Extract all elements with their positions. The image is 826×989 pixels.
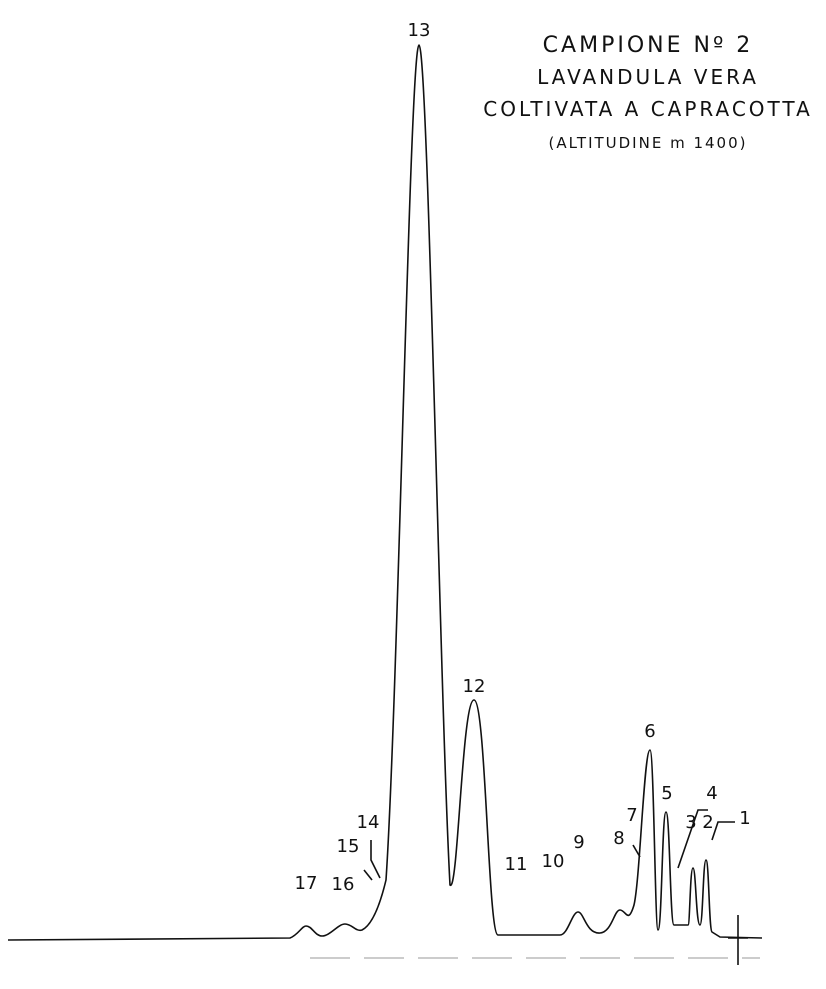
peak-label: 11 [505, 854, 528, 875]
peak-label: 8 [613, 828, 624, 849]
peak-label: 3 [685, 812, 696, 833]
title-line: LAVANDULA VERA [537, 65, 759, 89]
title-line: (ALTITUDINE m 1400) [549, 134, 748, 152]
leader [677, 809, 708, 869]
peak-label: 12 [463, 676, 486, 697]
peak-label: 10 [542, 851, 565, 872]
leader [370, 840, 381, 879]
leader [632, 844, 641, 858]
title-line: COLTIVATA A CAPRACOTTA [483, 97, 813, 121]
leader [711, 821, 735, 841]
peak-label: 6 [644, 721, 655, 742]
peak-label: 13 [408, 20, 431, 41]
peak-label: 2 [702, 812, 713, 833]
peak-label: 17 [295, 873, 318, 894]
peak-label: 16 [332, 874, 355, 895]
peak-label: 14 [357, 812, 380, 833]
trace [7, 44, 763, 941]
peak-label: 5 [661, 783, 672, 804]
leader [363, 869, 373, 881]
peak-label: 7 [626, 805, 637, 826]
peak-label: 4 [706, 783, 717, 804]
title-line: CAMPIONE Nº 2 [543, 33, 754, 58]
peak-label: 9 [573, 832, 584, 853]
peak-label: 15 [337, 836, 360, 857]
peak-label: 1 [739, 808, 750, 829]
